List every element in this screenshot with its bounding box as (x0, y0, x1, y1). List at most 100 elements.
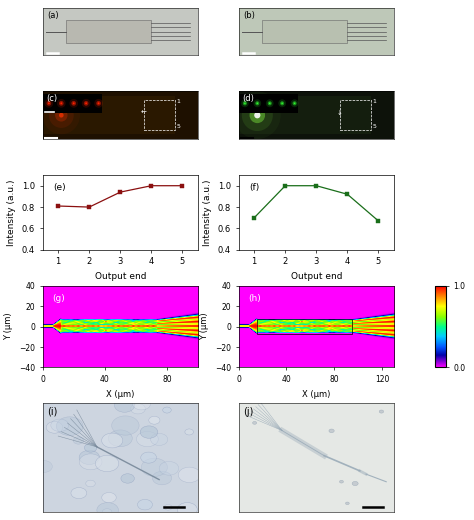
Circle shape (282, 102, 283, 104)
Text: (a): (a) (47, 10, 59, 20)
Circle shape (339, 480, 344, 483)
Circle shape (102, 509, 112, 515)
Circle shape (56, 417, 83, 436)
Circle shape (57, 99, 65, 108)
Circle shape (242, 99, 273, 131)
Circle shape (241, 99, 249, 107)
Circle shape (141, 452, 156, 463)
Circle shape (59, 101, 64, 106)
Circle shape (137, 499, 153, 510)
Text: (c): (c) (46, 94, 57, 103)
Circle shape (132, 397, 151, 410)
Circle shape (268, 101, 272, 106)
Circle shape (244, 102, 246, 104)
Circle shape (97, 502, 118, 518)
Circle shape (140, 426, 158, 438)
Text: 5: 5 (176, 124, 180, 129)
Circle shape (163, 407, 171, 413)
Text: 1: 1 (176, 98, 180, 103)
Text: 5: 5 (372, 124, 376, 129)
Circle shape (280, 101, 284, 106)
Text: (i): (i) (47, 407, 58, 417)
Circle shape (151, 433, 168, 446)
Circle shape (177, 502, 197, 516)
Text: ↓: ↓ (337, 110, 342, 116)
X-axis label: Output end: Output end (94, 272, 146, 281)
Text: (j): (j) (243, 407, 254, 417)
Circle shape (292, 101, 297, 106)
Circle shape (51, 419, 69, 432)
Circle shape (84, 444, 97, 452)
Circle shape (84, 101, 89, 106)
X-axis label: X (μm): X (μm) (106, 389, 135, 399)
Circle shape (149, 417, 160, 424)
Circle shape (152, 471, 172, 485)
Circle shape (82, 99, 91, 108)
Circle shape (95, 456, 119, 472)
Circle shape (85, 102, 87, 105)
Circle shape (48, 102, 50, 105)
FancyBboxPatch shape (66, 20, 151, 43)
Circle shape (79, 454, 102, 470)
Text: 1: 1 (372, 98, 376, 103)
Circle shape (121, 474, 135, 483)
Circle shape (185, 429, 193, 435)
Bar (256, 319, 352, 334)
FancyBboxPatch shape (262, 20, 347, 43)
Bar (239, 94, 299, 113)
Text: (h): (h) (248, 294, 261, 303)
Circle shape (49, 102, 74, 128)
Circle shape (278, 99, 286, 107)
Circle shape (73, 437, 84, 444)
Circle shape (46, 101, 51, 106)
Circle shape (352, 482, 358, 486)
Circle shape (98, 102, 100, 105)
Circle shape (291, 99, 299, 107)
Circle shape (243, 101, 247, 106)
Circle shape (114, 398, 135, 412)
Y-axis label: Y (μm): Y (μm) (201, 313, 210, 341)
Circle shape (101, 433, 123, 448)
Circle shape (253, 421, 256, 424)
Circle shape (254, 112, 260, 119)
Circle shape (35, 461, 52, 473)
Bar (239, 96, 371, 134)
Circle shape (45, 99, 53, 108)
Circle shape (346, 502, 349, 504)
Circle shape (294, 102, 295, 104)
Circle shape (249, 107, 265, 123)
Text: (e): (e) (54, 183, 66, 191)
Circle shape (256, 102, 258, 104)
Circle shape (73, 102, 74, 105)
Y-axis label: Y (μm): Y (μm) (4, 313, 13, 341)
Circle shape (141, 458, 167, 476)
Circle shape (86, 480, 95, 487)
Circle shape (69, 99, 78, 108)
Circle shape (102, 492, 116, 503)
Circle shape (164, 504, 172, 510)
Text: (d): (d) (242, 94, 254, 103)
Circle shape (60, 102, 62, 105)
Circle shape (71, 488, 87, 499)
Text: (f): (f) (249, 183, 260, 191)
Circle shape (254, 99, 261, 107)
Circle shape (178, 467, 201, 483)
Circle shape (79, 450, 100, 464)
Y-axis label: Intensity (a.u.): Intensity (a.u.) (7, 179, 16, 245)
Circle shape (59, 113, 64, 118)
Circle shape (329, 429, 334, 433)
X-axis label: Output end: Output end (291, 272, 342, 281)
Circle shape (43, 96, 80, 134)
Text: (g): (g) (52, 294, 65, 303)
Circle shape (159, 461, 179, 475)
Circle shape (108, 430, 132, 447)
Circle shape (266, 99, 273, 107)
Circle shape (130, 404, 146, 414)
Circle shape (269, 102, 271, 104)
Bar (43, 96, 174, 134)
Y-axis label: Intensity (a.u.): Intensity (a.u.) (203, 179, 212, 245)
X-axis label: X (μm): X (μm) (302, 389, 330, 399)
Circle shape (96, 101, 101, 106)
Text: ←: ← (140, 110, 146, 116)
Circle shape (255, 101, 259, 106)
